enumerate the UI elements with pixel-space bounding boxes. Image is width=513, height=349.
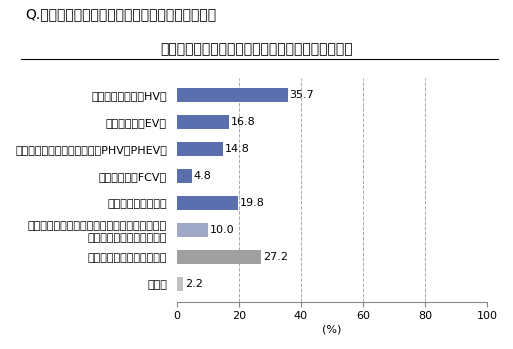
Bar <box>176 142 223 156</box>
Text: 16.8: 16.8 <box>231 117 255 127</box>
Text: 2.2: 2.2 <box>185 279 203 289</box>
Bar <box>176 169 191 183</box>
Text: 35.7: 35.7 <box>289 90 314 100</box>
Bar <box>176 250 261 264</box>
Text: 4.8: 4.8 <box>193 171 211 181</box>
Bar <box>176 115 229 129</box>
Text: 19.8: 19.8 <box>240 198 265 208</box>
Text: 14.8: 14.8 <box>225 144 249 154</box>
Text: 電気自動車やハイブリッド車などを検討しますか？: 電気自動車やハイブリッド車などを検討しますか？ <box>160 42 353 56</box>
X-axis label: (%): (%) <box>322 324 342 334</box>
Text: 10.0: 10.0 <box>209 225 234 235</box>
Bar <box>176 277 184 291</box>
Bar <box>176 88 288 102</box>
Bar <box>176 196 238 210</box>
Text: Q.今後自動車を購入する場合、ガソリン車以外の: Q.今後自動車を購入する場合、ガソリン車以外の <box>26 7 217 21</box>
Bar <box>176 223 208 237</box>
Text: 27.2: 27.2 <box>263 252 288 262</box>
